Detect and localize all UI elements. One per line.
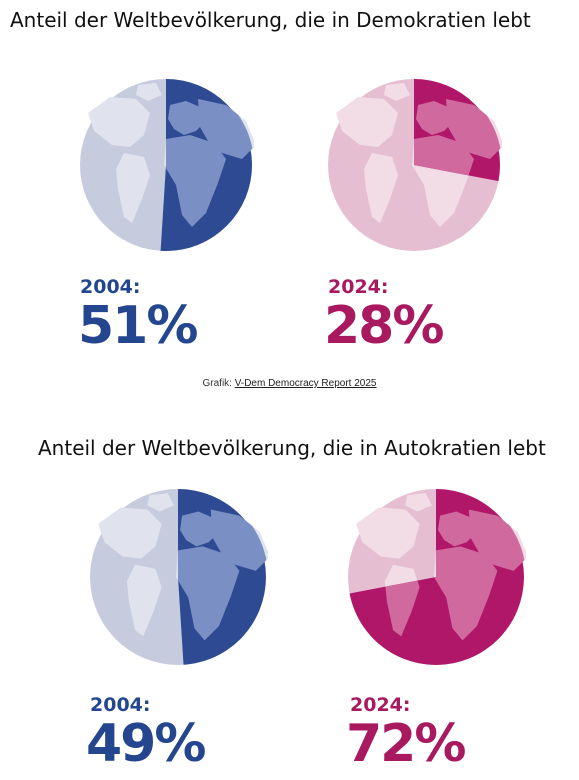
source-credit: Grafik: V-Dem Democracy Report 2025 [0,378,579,389]
pie-slice-value [414,79,502,182]
percentage-value: 72% [346,714,466,774]
democracy-section: Anteil der Weltbevölkerung, die in Demok… [0,0,579,389]
source-link[interactable]: V-Dem Democracy Report 2025 [234,378,377,389]
percentage-value: 51% [78,296,198,356]
globe-pie-chart [348,489,526,665]
year-label: 2024: [328,276,389,298]
year-label: 2004: [80,276,141,298]
globe-pie-chart [328,79,502,251]
year-label: 2024: [350,694,411,716]
source-prefix: Grafik: [202,378,232,389]
percentage-value: 49% [86,714,206,774]
pie-slice-value [178,489,268,665]
percentage-value: 28% [324,296,444,356]
chart-title: Anteil der Weltbevölkerung, die in Demok… [10,8,531,32]
chart-title: Anteil der Weltbevölkerung, die in Autok… [38,436,546,460]
year-label: 2004: [90,694,151,716]
autocracy-section: Anteil der Weltbevölkerung, die in Autok… [0,430,579,780]
globe-pie-chart [80,79,254,251]
globe-pie-chart [90,489,268,665]
pie-slice-value [160,79,254,251]
